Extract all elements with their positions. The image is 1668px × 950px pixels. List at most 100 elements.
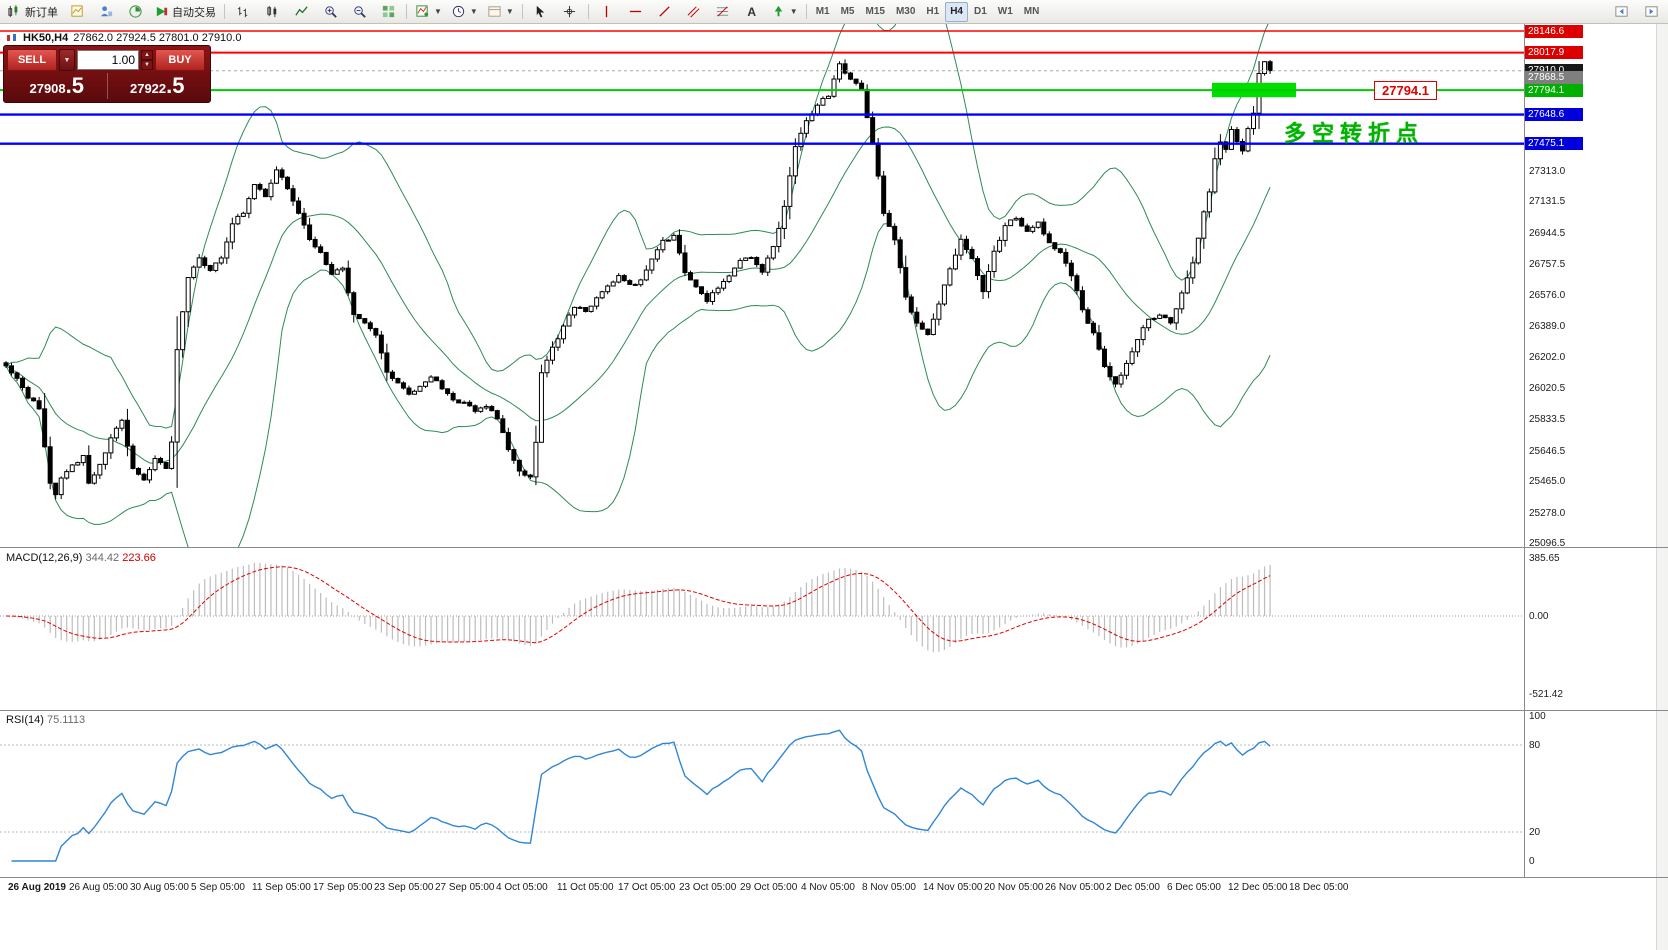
profiles-button[interactable]: [92, 1, 120, 23]
macd-label: MACD(12,26,9) 344.42 223.66: [6, 552, 156, 564]
pane-separator: [0, 877, 1668, 878]
arrows-tool-icon: [774, 5, 783, 17]
axis-tick: 27313.0: [1529, 165, 1566, 177]
arrows-tool-button[interactable]: ▼: [767, 1, 802, 23]
text-tool-button[interactable]: A: [738, 1, 766, 23]
trendline-icon: [659, 6, 670, 17]
tf-button-D1[interactable]: D1: [974, 6, 987, 17]
axis-tick: 26020.5: [1529, 382, 1566, 394]
spinner-up-icon[interactable]: ▲: [141, 50, 153, 60]
auto-scroll-button[interactable]: [1637, 1, 1665, 23]
indicators-button[interactable]: ▼: [411, 1, 446, 23]
cursor-button[interactable]: [527, 1, 555, 23]
vertical-line-button[interactable]: [593, 1, 621, 23]
rsi-line: [11, 729, 1271, 862]
zoom-in-button[interactable]: [316, 1, 344, 23]
tf-button-MN[interactable]: MN: [1023, 6, 1040, 17]
axis-marker[interactable]: 27868.5: [1525, 71, 1583, 85]
text-tool-icon: A: [747, 4, 757, 19]
lot-dropdown-icon[interactable]: ▼: [59, 49, 75, 71]
chart-shift-button[interactable]: [1607, 1, 1635, 23]
time-label: 11 Sep 05:00: [252, 882, 311, 893]
dropdown-caret-icon: ▼: [469, 7, 478, 16]
timeframes-button[interactable]: ▼: [447, 1, 482, 23]
axis-tick: 100: [1529, 711, 1546, 722]
horizontal-line-button[interactable]: [622, 1, 650, 23]
time-label: 23 Oct 05:00: [679, 882, 737, 893]
zoom-out-button[interactable]: [345, 1, 373, 23]
toolbar-separator: [406, 4, 407, 19]
window-scrollbar[interactable]: [1656, 24, 1668, 950]
sell-price[interactable]: 27908.5: [29, 73, 84, 98]
axis-tick: 0: [1529, 856, 1535, 867]
axis-marker[interactable]: 28017.9: [1525, 46, 1583, 60]
axis-tick: 26757.5: [1529, 259, 1566, 271]
tf-button-M1[interactable]: M1: [815, 6, 830, 17]
axis-tick: 80: [1529, 740, 1541, 751]
rsi-indicator[interactable]: [0, 711, 1524, 877]
price-label-object[interactable]: 27794.1: [1374, 81, 1437, 100]
zoom-out-icon: [353, 6, 366, 18]
tf-button-W1[interactable]: W1: [997, 6, 1013, 17]
lot-size-input[interactable]: [77, 50, 139, 70]
macd-indicator[interactable]: [0, 548, 1524, 709]
axis-marker[interactable]: 27475.1: [1525, 137, 1583, 151]
sell-button[interactable]: SELL: [7, 49, 57, 71]
axis-tick: 385.65: [1529, 552, 1560, 564]
autotrading-label: 自动交易: [172, 6, 216, 19]
zoom-in-icon: [324, 6, 337, 18]
pane-separator[interactable]: [0, 710, 1668, 711]
time-label: 29 Oct 05:00: [740, 882, 798, 893]
axis-tick: 26944.5: [1529, 227, 1566, 239]
tf-button-M15[interactable]: M15: [865, 6, 885, 17]
autotrading-button[interactable]: 自动交易: [150, 1, 220, 23]
vertical-line-icon: [606, 5, 608, 18]
new-order-button[interactable]: 新订单: [3, 1, 62, 23]
new-order-label: 新订单: [25, 6, 58, 19]
time-label: 17 Oct 05:00: [618, 882, 676, 893]
timeframe-bar: M1 M5 M15 M30 H1 H4 D1 W1 MN: [811, 1, 1045, 22]
templates-button[interactable]: ▼: [483, 1, 518, 23]
channel-button[interactable]: [680, 1, 708, 23]
crosshair-button[interactable]: [556, 1, 584, 23]
line-chart-icon: [294, 6, 308, 16]
new-order-icon: [8, 4, 18, 18]
axis-tick: 25833.5: [1529, 414, 1566, 426]
tile-windows-button[interactable]: [374, 1, 402, 23]
tf-button-M30[interactable]: M30: [895, 6, 916, 17]
chart-symbol: HK50,H4: [23, 32, 69, 44]
time-label: 11 Oct 05:00: [557, 882, 614, 893]
buy-price[interactable]: 27922.5: [129, 73, 185, 98]
tf-button-H1[interactable]: H1: [926, 6, 940, 17]
chart-annotation-text[interactable]: 多空转折点: [1284, 121, 1425, 146]
time-label: 4 Oct 05:00: [496, 882, 548, 893]
time-label: 8 Nov 05:00: [862, 882, 916, 893]
toolbar-separator: [805, 4, 807, 19]
lot-spinner[interactable]: ▲ ▼: [141, 50, 153, 70]
chart-window[interactable]: HK50,H4 27862.0 27924.5 27801.0 27910.0 …: [0, 24, 1668, 950]
trendline-button[interactable]: [651, 1, 679, 23]
price-axis-line: [1524, 24, 1525, 878]
buy-button[interactable]: BUY: [155, 49, 205, 71]
axis-tick: 25646.5: [1529, 445, 1566, 457]
tf-button-H4[interactable]: H4: [945, 1, 968, 22]
new-chart-button[interactable]: [63, 1, 91, 23]
profiles-icon: [100, 6, 112, 17]
bar-chart-button[interactable]: [229, 1, 257, 23]
candlestick-chart-button[interactable]: [258, 1, 286, 23]
market-watch-button[interactable]: [121, 1, 149, 23]
pane-separator[interactable]: [0, 547, 1668, 548]
tf-button-M5[interactable]: M5: [840, 6, 855, 17]
axis-marker[interactable]: 28146.6: [1525, 24, 1583, 38]
axis-tick: 25278.0: [1529, 507, 1566, 519]
price-chart[interactable]: [0, 24, 1524, 547]
dropdown-caret-icon: ▼: [505, 7, 514, 16]
axis-tick: 0.00: [1529, 611, 1549, 622]
axis-marker[interactable]: 27648.6: [1525, 108, 1583, 122]
spinner-down-icon[interactable]: ▼: [141, 60, 153, 70]
axis-marker[interactable]: 27794.1: [1525, 83, 1583, 97]
rsi-label: RSI(14) 75.1113: [6, 714, 86, 726]
line-chart-button[interactable]: [287, 1, 315, 23]
fibonacci-button[interactable]: [709, 1, 737, 23]
bollinger-bands: [5, 24, 1271, 547]
